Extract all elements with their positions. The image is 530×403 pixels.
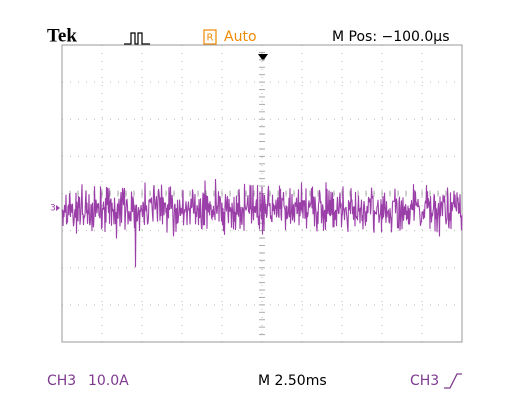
trigger-source: CH3	[410, 373, 439, 389]
trigger-badge-box	[203, 29, 217, 45]
trigger-mode: Auto	[224, 29, 257, 45]
graticule-border	[61, 44, 463, 343]
channel-ground-arrow	[56, 205, 60, 211]
trigger-type-icon	[124, 32, 150, 45]
vertical-scale: 10.0A	[88, 373, 129, 389]
trigger-position-marker	[258, 54, 268, 61]
brand: Tek	[47, 25, 77, 46]
channel-marker: 3	[50, 204, 56, 214]
waveform-trace	[61, 178, 463, 268]
trigger-badge: R	[207, 33, 214, 44]
trigger-slope-icon	[444, 373, 462, 389]
channel-label: CH3	[47, 373, 76, 389]
timebase: M 2.50ms	[258, 373, 327, 389]
horizontal-position: M Pos: −100.0µs	[332, 29, 450, 45]
